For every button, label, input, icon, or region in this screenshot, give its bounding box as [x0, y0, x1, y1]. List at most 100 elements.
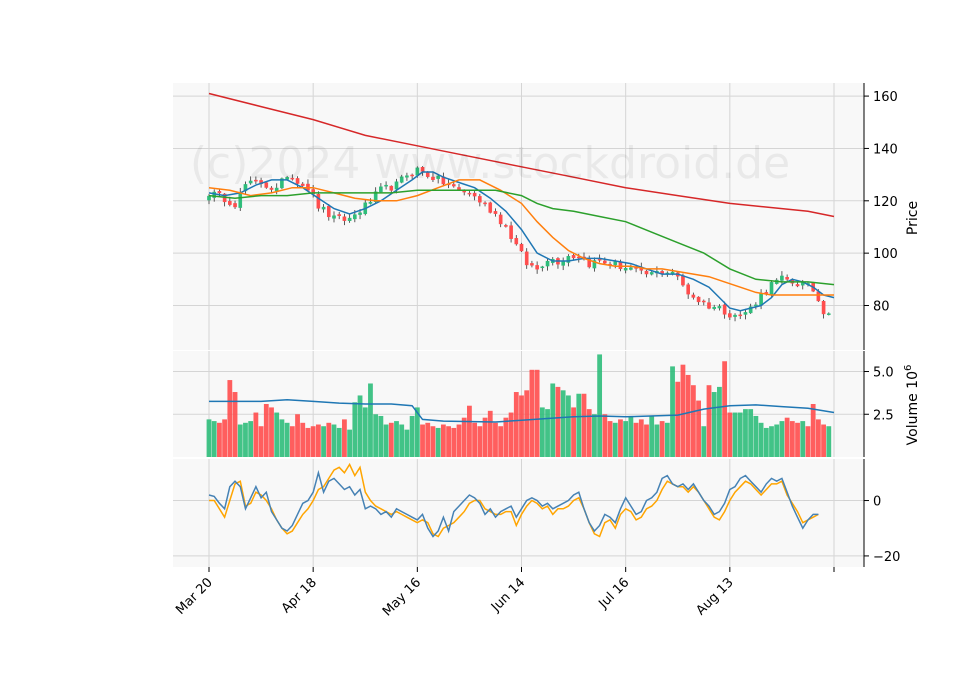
candle-down: [509, 225, 513, 239]
candle-up: [280, 178, 284, 189]
volume-bar-up: [753, 415, 759, 457]
volume-bar-up: [414, 407, 420, 457]
candle-down: [644, 270, 649, 275]
volume-panel: 2.5 5.0: [173, 351, 894, 457]
candle-down: [681, 275, 685, 286]
volume-bar-up: [373, 414, 379, 457]
candle-down: [701, 300, 706, 303]
candle-down: [493, 211, 498, 214]
volume-bar-down: [305, 427, 311, 457]
candle-up: [759, 293, 763, 306]
volume-bar-down: [571, 407, 576, 457]
price-panel: 80 100 120 140 160: [173, 83, 898, 350]
volume-bar-down: [446, 426, 451, 457]
volume-bar-down: [487, 410, 493, 457]
volume-bar-down: [534, 369, 540, 457]
oscillator-tick-label: 0: [873, 495, 881, 510]
sma_short-line: [208, 171, 835, 312]
candle-down: [524, 251, 529, 266]
volume-bar-up: [352, 402, 358, 457]
price-axis-label: Price: [905, 201, 921, 235]
volume-bar-up: [550, 383, 556, 457]
candle-down: [519, 243, 524, 252]
volume-bar-up: [711, 392, 717, 457]
volume-bar-down: [253, 412, 259, 457]
candle-up: [405, 175, 409, 178]
volume-tick-label: 2.5: [873, 408, 894, 423]
candle-down: [514, 238, 519, 245]
volume-bar-down: [675, 381, 681, 457]
osc_fast-line: [208, 469, 819, 538]
volume-bar-down: [456, 424, 462, 457]
oscillator-tick-label: −20: [873, 550, 900, 565]
volume-bar-up: [654, 424, 660, 457]
candle-up: [566, 256, 571, 263]
candle-up: [321, 206, 326, 210]
candle-up: [769, 282, 774, 295]
volume-bar-up: [826, 426, 832, 457]
candle-down: [576, 256, 581, 259]
candle-up: [748, 306, 753, 314]
volume-bar-down: [467, 405, 472, 457]
volume-bar-down: [815, 419, 821, 457]
candle-up: [384, 184, 388, 187]
volume-bar-up: [321, 426, 326, 457]
candle-up: [613, 261, 618, 266]
candle-down: [707, 302, 711, 309]
candle-up: [358, 212, 362, 215]
oscillator-panel: −20 0: [173, 459, 900, 567]
candle-up: [394, 181, 399, 190]
volume-bar-up: [664, 422, 670, 457]
candle-down: [264, 182, 269, 188]
x-tick-label: Jul 16: [595, 575, 632, 612]
candle-up: [238, 191, 243, 208]
volume-bar-up: [737, 412, 743, 457]
candle-up: [733, 314, 737, 317]
volume-bar-up: [545, 409, 550, 457]
candle-down: [316, 194, 321, 209]
volume-bar-down: [300, 422, 306, 457]
candle-up: [592, 260, 597, 269]
candle-up: [561, 260, 565, 266]
candle-up: [399, 176, 404, 183]
candle-down: [337, 214, 342, 216]
candle-down: [269, 187, 274, 190]
volume-bar-down: [581, 393, 587, 457]
candle-down: [254, 179, 258, 182]
volume-bar-up: [274, 412, 280, 457]
volume-bar-up: [399, 424, 405, 457]
candle-up: [629, 267, 633, 270]
volume-bar-down: [315, 424, 321, 457]
candle-up: [436, 175, 440, 179]
price-tick-label: 100: [873, 247, 898, 262]
price-tick-label: 140: [873, 142, 898, 157]
candle-down: [483, 202, 487, 205]
volume-axis-label-exponent: 6: [903, 365, 914, 371]
volume-bar-up: [717, 386, 722, 457]
volume-bar-up: [628, 415, 634, 457]
candle-down: [587, 258, 592, 268]
volume-bar-up: [357, 395, 363, 457]
candle-up: [712, 306, 717, 309]
volume-bar-up: [701, 426, 707, 457]
volume-bar-up: [362, 407, 368, 457]
volume-bar-down: [269, 407, 274, 457]
volume-axis-label: Volume 106: [903, 365, 921, 446]
volume-bar-down: [222, 419, 228, 457]
candle-up: [248, 180, 253, 184]
volume-bar-down: [602, 414, 608, 457]
candle-down: [457, 187, 461, 190]
candle-down: [764, 292, 769, 294]
volume-bar-down: [263, 404, 269, 457]
volume-bar-up: [383, 424, 389, 457]
volume-bar-up: [565, 395, 571, 457]
candle-down: [228, 201, 232, 205]
candle-down: [498, 214, 503, 225]
candle-up: [347, 217, 352, 221]
volume-bar-down: [508, 412, 514, 457]
volume-bar-up: [597, 354, 603, 457]
volume-bar-up: [435, 427, 441, 457]
candle-up: [754, 304, 758, 307]
volume-bar-up: [243, 422, 248, 457]
sma_mid-line: [208, 179, 834, 296]
